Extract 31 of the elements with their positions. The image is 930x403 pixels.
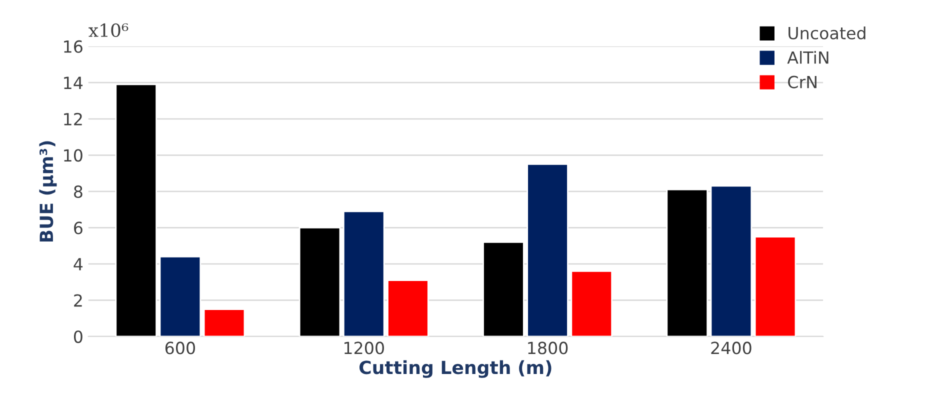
- y-tick-label: 0: [74, 330, 82, 344]
- bar: [482, 242, 524, 337]
- y-tick-label: 12: [64, 112, 82, 126]
- bar: [298, 227, 341, 337]
- y-tick-label: 4: [74, 258, 83, 270]
- y-tick-label: 10: [64, 149, 82, 162]
- bar: [387, 280, 429, 337]
- bar: [203, 308, 246, 337]
- x-axis-title: Cutting Length (m): [359, 360, 552, 378]
- legend-label: AlTiN: [787, 50, 828, 64]
- x-tick-label: 600: [165, 342, 195, 354]
- text: x10⁶: [88, 23, 128, 38]
- legend-label: CrN: [788, 76, 816, 88]
- y-tick-label: 16: [64, 40, 82, 53]
- y-axis-title: BUE (µm³): [39, 141, 57, 242]
- legend-label: Uncoated: [788, 26, 866, 40]
- bar: [754, 236, 796, 337]
- y-tick-label: 8: [74, 185, 82, 198]
- y-tick-label: 6: [74, 222, 82, 234]
- y-tick-label: 2: [74, 294, 82, 307]
- x-tick-label: 1800: [528, 342, 568, 354]
- bar: [570, 270, 613, 337]
- bar: [159, 256, 202, 337]
- bar: [526, 164, 568, 337]
- bar: [710, 185, 752, 337]
- x-tick-label: 1200: [344, 342, 384, 354]
- x-tick-label: 2400: [711, 342, 752, 354]
- bar: [342, 210, 385, 337]
- y-tick-label: 14: [64, 76, 83, 89]
- bar: [115, 84, 158, 337]
- bar: [666, 188, 708, 337]
